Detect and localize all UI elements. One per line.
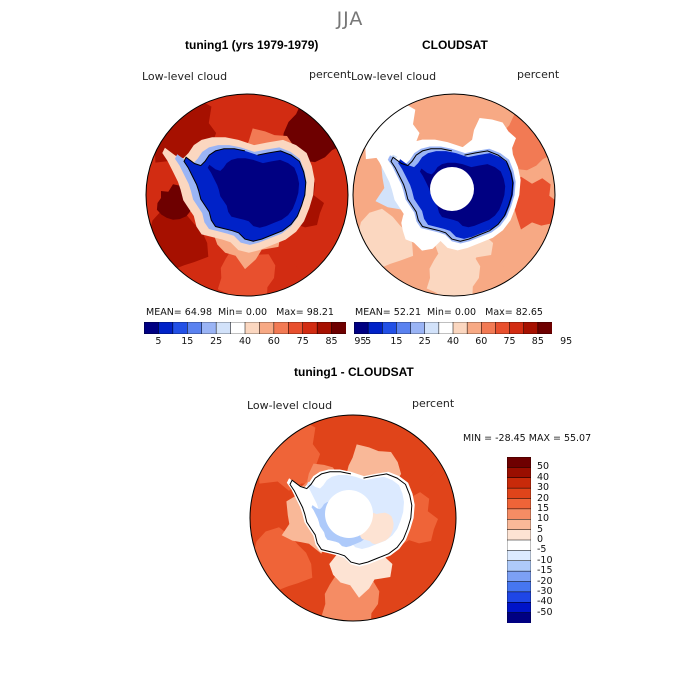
stat-max-label: Max= xyxy=(485,307,513,318)
colorbar-tick-label: -30 xyxy=(537,585,553,597)
panel-diff-units: percent xyxy=(412,397,455,410)
colorbar-tick-label: 60 xyxy=(267,336,280,347)
colorbar-tick-label: -15 xyxy=(537,565,553,577)
panel-right-title: CLOUDSAT xyxy=(422,38,488,52)
colorbar-tick-label: -10 xyxy=(537,554,553,566)
stat-max-label: Max= xyxy=(276,307,304,318)
colorbar-tick-label: 50 xyxy=(537,461,550,473)
colorbar-tick-label: 60 xyxy=(475,336,488,347)
stat-max-value: 82.65 xyxy=(515,307,543,318)
colorbar-tick-label: -5 xyxy=(537,544,547,556)
polar-map-cloudsat xyxy=(352,93,556,297)
panel-left-stats: MEAN= 64.98 Min= 0.00 Max= 98.21 xyxy=(146,307,334,318)
colorbar-tick-label: 30 xyxy=(537,482,550,494)
panel-right-units: percent xyxy=(517,68,560,81)
colorbar-tick-label: 40 xyxy=(537,471,550,483)
colorbar-tick-label: 5 xyxy=(537,523,544,535)
stat-mean-label: MEAN= xyxy=(146,307,182,318)
stat-mean-value: 52.21 xyxy=(393,307,421,318)
colorbar-tick-label: 15 xyxy=(537,502,550,514)
colorbar-tick-label: 0 xyxy=(537,534,544,545)
stat-mean-label: MEAN= xyxy=(355,307,391,318)
colorbar-tick-label: 95 xyxy=(354,336,367,347)
colorbar-tick-label: 75 xyxy=(503,336,516,347)
colorbar-tick-label: -50 xyxy=(537,606,553,618)
colorbar-tick-label: 25 xyxy=(418,336,431,347)
colorbar-tick-label: 10 xyxy=(537,513,550,525)
season-title: JJA xyxy=(336,8,364,30)
colorbar-tick-label: 25 xyxy=(210,336,223,347)
colorbar-tick-label: 5 xyxy=(155,336,162,347)
polar-map-model xyxy=(145,93,349,297)
stat-min-value: 0.00 xyxy=(454,307,477,318)
colorbar-tick-label: 5 xyxy=(365,336,372,347)
colorbar-tick-label: 20 xyxy=(537,492,550,504)
colorbar-tick-label: 95 xyxy=(560,336,573,347)
colorbar-tick-label: -20 xyxy=(537,575,553,587)
panel-left-variable: Low-level cloud xyxy=(142,70,228,83)
panel-diff-stats: MIN = -28.45 MAX = 55.07 xyxy=(463,433,592,444)
colorbar-tick-label: -40 xyxy=(537,596,553,608)
polar-map-difference xyxy=(249,414,457,622)
panel-diff-title: tuning1 - CLOUDSAT xyxy=(294,365,414,379)
stat-mean-value: 64.98 xyxy=(184,307,212,318)
panel-diff-variable: Low-level cloud xyxy=(247,399,333,412)
colorbar-tick-label: 85 xyxy=(531,336,544,347)
colorbar-difference xyxy=(507,457,531,623)
colorbar-tick-label: 15 xyxy=(181,336,194,347)
panel-left-units: percent xyxy=(309,68,352,81)
colorbar-tick-label: 40 xyxy=(446,336,460,347)
stat-min-label: Min= xyxy=(427,307,452,318)
colorbar-tick-label: 85 xyxy=(325,336,338,347)
stat-min-label: Min= xyxy=(218,307,243,318)
colorbar-tick-label: 75 xyxy=(296,336,309,347)
stat-max-value: 98.21 xyxy=(306,307,334,318)
colorbar-tick-label: 15 xyxy=(390,336,403,347)
panel-right-stats: MEAN= 52.21 Min= 0.00 Max= 82.65 xyxy=(355,307,543,318)
colorbar-cloudsat xyxy=(354,322,552,334)
colorbar-tick-label: 40 xyxy=(238,336,252,347)
colorbar-model xyxy=(144,322,346,334)
panel-right-variable: Low-level cloud xyxy=(351,70,437,83)
panel-left-title: tuning1 (yrs 1979-1979) xyxy=(185,38,319,52)
stat-min-value: 0.00 xyxy=(245,307,268,318)
